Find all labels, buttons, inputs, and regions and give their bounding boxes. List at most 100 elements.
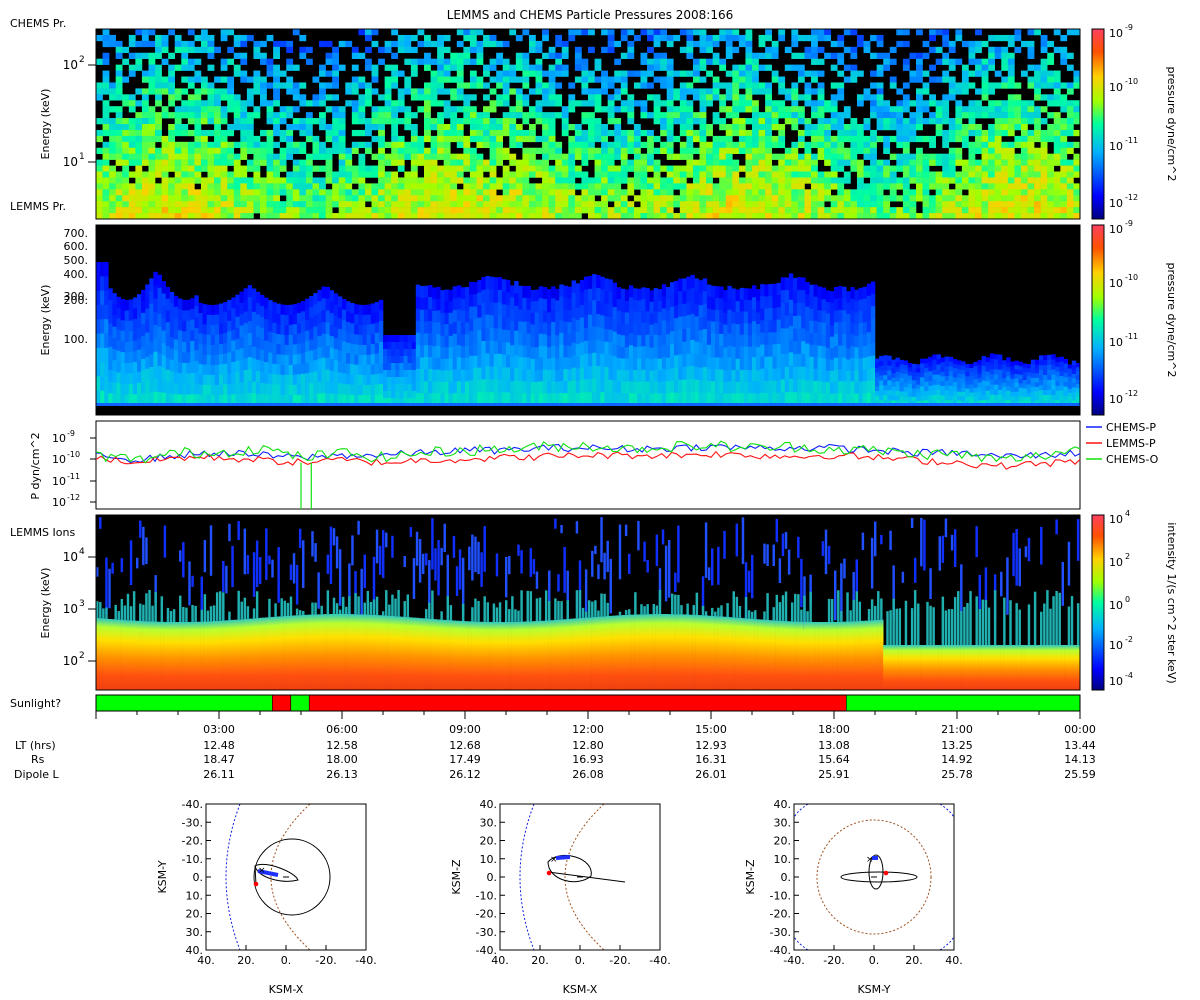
chems-cell bbox=[443, 106, 451, 113]
chems-cell bbox=[332, 70, 340, 77]
chems-cell bbox=[397, 135, 405, 143]
chems-cell bbox=[778, 201, 786, 208]
chems-cell bbox=[338, 106, 346, 113]
chems-cell bbox=[1007, 52, 1015, 59]
chems-cell bbox=[673, 94, 681, 101]
chems-cell bbox=[384, 189, 392, 196]
chems-cell bbox=[902, 183, 910, 190]
lemms-pr-cell bbox=[604, 291, 609, 305]
chems-cell bbox=[994, 46, 1002, 54]
chems-cell bbox=[607, 40, 615, 48]
chems-cell bbox=[771, 177, 779, 184]
chems-cell bbox=[817, 118, 825, 125]
lemms-pr-cell bbox=[161, 380, 166, 393]
lemms-pr-cell bbox=[522, 369, 527, 382]
chems-cell bbox=[909, 213, 917, 220]
lemms-pr-cell bbox=[194, 328, 199, 340]
chems-cell bbox=[607, 171, 615, 178]
chems-cell bbox=[778, 195, 786, 202]
lemms-pr-cell bbox=[128, 362, 134, 374]
lemms-pr-column bbox=[325, 286, 330, 406]
lemms-pr-cell bbox=[157, 300, 162, 315]
chems-cell bbox=[771, 207, 779, 214]
lemms-pr-cell bbox=[452, 393, 458, 406]
chems-cell bbox=[1060, 177, 1068, 184]
chems-cell bbox=[981, 70, 989, 77]
chems-cell bbox=[227, 106, 235, 113]
chems-cell bbox=[437, 52, 444, 59]
lemms-pr-cell bbox=[510, 393, 515, 406]
lemms-pr-column bbox=[206, 304, 212, 406]
chems-cell bbox=[200, 112, 208, 119]
chems-cell bbox=[332, 189, 340, 196]
chems-cell bbox=[391, 124, 399, 131]
lemms-pr-cell bbox=[116, 372, 121, 384]
lemms-pr-floor-cell bbox=[497, 403, 503, 406]
lemms-pr-cell bbox=[534, 370, 540, 383]
lemms-pr-floor-cell bbox=[145, 403, 150, 406]
chems-cell bbox=[673, 106, 681, 113]
chems-cell bbox=[686, 129, 694, 137]
chems-cell bbox=[115, 213, 123, 220]
lemms-pr-cell bbox=[198, 313, 203, 324]
lemms-pr-column bbox=[506, 279, 511, 406]
chems-cell bbox=[522, 183, 530, 190]
chems-cell bbox=[292, 177, 300, 184]
chems-cell bbox=[417, 183, 425, 190]
chems-cell bbox=[410, 177, 418, 184]
chems-cell bbox=[955, 88, 963, 95]
chems-cell bbox=[141, 141, 149, 149]
chems-cell bbox=[273, 153, 280, 160]
chems-cell bbox=[850, 76, 858, 83]
chems-cell bbox=[430, 135, 438, 143]
chems-cell bbox=[371, 40, 379, 48]
chems-cell bbox=[325, 106, 333, 113]
chems-cell bbox=[430, 201, 438, 208]
lemms-pr-cell bbox=[534, 335, 540, 348]
chems-cell bbox=[266, 147, 274, 154]
chems-cell bbox=[312, 118, 320, 125]
lemms-pr-cell bbox=[440, 382, 445, 394]
chems-cell bbox=[1027, 46, 1035, 54]
chems-cell bbox=[765, 100, 772, 107]
lemms-pr-cell bbox=[485, 288, 490, 303]
chems-cell bbox=[168, 213, 176, 220]
lemms-pr-cell bbox=[292, 314, 298, 325]
lemms-pr-cell bbox=[604, 278, 609, 292]
chems-cell bbox=[594, 106, 602, 113]
lemms-pr-cell bbox=[354, 384, 359, 396]
chems-cell bbox=[102, 82, 110, 89]
chems-cell bbox=[148, 82, 156, 89]
chems-cell bbox=[660, 141, 668, 149]
lemms-pr-cell bbox=[567, 345, 572, 358]
chems-cell bbox=[469, 124, 477, 131]
chems-cell bbox=[909, 135, 917, 143]
chems-cell bbox=[364, 118, 372, 125]
lemms-pr-cell bbox=[547, 381, 552, 394]
lemms-pr-cell bbox=[518, 393, 523, 406]
lemms-pr-floor-cell bbox=[325, 403, 330, 406]
lemms-pr-cell bbox=[477, 292, 482, 306]
chems-cell bbox=[397, 88, 405, 95]
lemms-pr-cell bbox=[313, 393, 318, 406]
lemms-pr-cell bbox=[284, 354, 289, 366]
chems-cell bbox=[935, 171, 943, 178]
chems-cell bbox=[489, 106, 497, 113]
chems-cell bbox=[811, 58, 818, 65]
chems-cell bbox=[181, 207, 189, 214]
chems-cell bbox=[942, 106, 950, 113]
chems-cell bbox=[102, 165, 110, 172]
chems-cell bbox=[916, 183, 923, 190]
lemms-pr-cell bbox=[194, 361, 199, 373]
chems-cell bbox=[968, 124, 976, 131]
chems-cell bbox=[469, 34, 477, 42]
chems-cell bbox=[351, 165, 359, 172]
lemms-pr-floor-cell bbox=[510, 403, 515, 406]
chems-cell bbox=[443, 201, 451, 208]
chems-cell bbox=[240, 165, 248, 172]
chems-cell bbox=[817, 112, 825, 119]
lemms-pr-cell bbox=[227, 320, 232, 332]
chems-cell bbox=[804, 52, 812, 59]
lemms-pr-floor-cell bbox=[575, 403, 581, 406]
lemms-pr-cell bbox=[231, 361, 236, 374]
